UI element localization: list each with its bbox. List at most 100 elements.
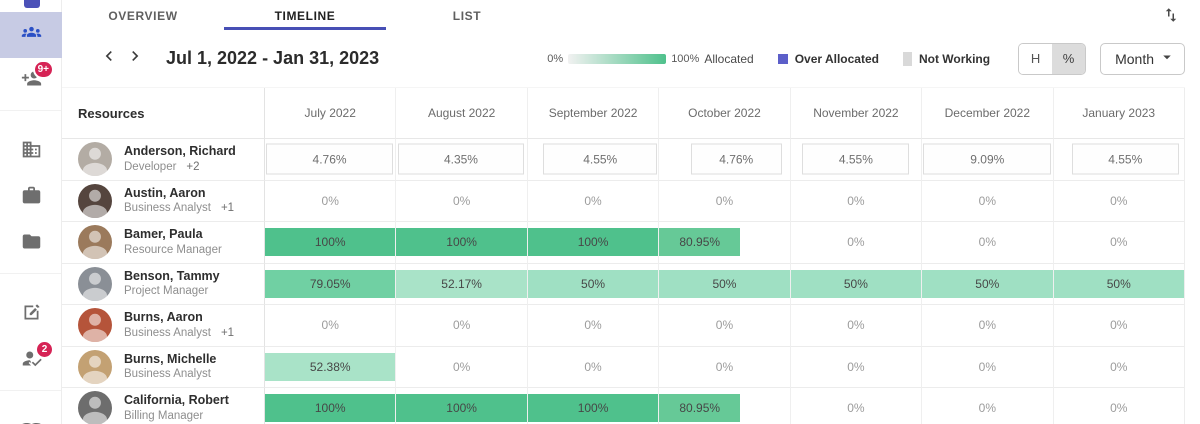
allocation-bar[interactable]: 100%: [396, 228, 527, 257]
timeline-cell[interactable]: 80.95%: [658, 222, 790, 264]
timeline-cell[interactable]: 4.55%: [526, 139, 659, 181]
allocation-bar[interactable]: 50%: [659, 269, 790, 298]
allocation-bar[interactable]: 52.38%: [265, 352, 396, 381]
allocation-bar[interactable]: 50%: [1053, 269, 1184, 298]
percent-toggle-option[interactable]: %: [1052, 43, 1086, 74]
timeline-cell[interactable]: 50%: [526, 263, 659, 305]
prev-period-button[interactable]: [96, 46, 122, 72]
timeline-cell[interactable]: 0%: [921, 180, 1053, 222]
timeline-cell[interactable]: 0%: [265, 181, 396, 222]
timeline-cell[interactable]: 0%: [1052, 180, 1184, 222]
timeline-cell[interactable]: 0%: [1052, 346, 1184, 388]
timeline-cell[interactable]: 0%: [789, 305, 922, 347]
timeline-cell[interactable]: 52.38%: [265, 347, 396, 388]
zoom-level-select[interactable]: Month: [1100, 42, 1185, 75]
timeline-cell[interactable]: 0%: [526, 346, 659, 388]
resource-cell[interactable]: Benson, Tammy Project Manager: [62, 263, 265, 305]
tab-overview[interactable]: OVERVIEW: [108, 9, 178, 23]
allocation-bar[interactable]: 100%: [527, 394, 659, 423]
allocation-bar[interactable]: 50%: [527, 269, 659, 298]
timeline-cell[interactable]: 79.05%: [265, 264, 396, 305]
resource-cell[interactable]: Bamer, Paula Resource Manager: [62, 222, 265, 264]
timeline-cell[interactable]: 100%: [265, 222, 396, 264]
allocation-bar[interactable]: 100%: [265, 228, 396, 257]
timeline-cell[interactable]: 4.76%: [265, 139, 396, 181]
sidebar-item-staffing[interactable]: 9+: [0, 58, 62, 104]
allocation-box[interactable]: 4.35%: [397, 143, 525, 175]
resource-cell[interactable]: Anderson, Richard Developer +2: [62, 139, 265, 181]
allocation-bar[interactable]: 50%: [790, 269, 922, 298]
timeline-cell[interactable]: 100%: [526, 388, 659, 424]
role-more-count[interactable]: +2: [186, 160, 200, 173]
allocation-bar[interactable]: 100%: [265, 394, 396, 423]
resource-cell[interactable]: Burns, Aaron Business Analyst +1: [62, 305, 265, 347]
timeline-cell[interactable]: 0%: [658, 180, 790, 222]
timeline-cell[interactable]: 100%: [395, 222, 527, 264]
timeline-cell[interactable]: 50%: [658, 263, 790, 305]
timeline-cell[interactable]: 0%: [921, 222, 1053, 264]
timeline-cell[interactable]: 0%: [789, 180, 922, 222]
timeline-cell[interactable]: 0%: [395, 346, 527, 388]
allocation-bar[interactable]: 80.95%: [659, 394, 741, 423]
allocation-box[interactable]: 4.76%: [690, 143, 782, 175]
timeline-cell[interactable]: 0%: [789, 346, 922, 388]
timeline-cell[interactable]: 4.55%: [1052, 139, 1184, 181]
timeline-cell[interactable]: 100%: [265, 388, 396, 424]
sidebar-item-approvals[interactable]: 2: [0, 338, 62, 384]
sidebar-item-resources[interactable]: [0, 12, 62, 58]
sidebar-item-directory[interactable]: [0, 409, 62, 424]
timeline-cell[interactable]: 9.09%: [921, 139, 1053, 181]
sidebar-item-company[interactable]: [0, 129, 62, 175]
timeline-cell[interactable]: 0%: [789, 388, 921, 424]
timeline-cell[interactable]: 100%: [395, 388, 527, 424]
timeline-cell[interactable]: 0%: [658, 346, 790, 388]
allocation-bar[interactable]: 100%: [396, 394, 527, 423]
timeline-cell[interactable]: 0%: [789, 222, 922, 264]
timeline-cell[interactable]: 0%: [1052, 222, 1184, 264]
allocation-box[interactable]: 4.76%: [266, 143, 393, 175]
sidebar-item-timesheets[interactable]: [0, 292, 62, 338]
sidebar-item-files[interactable]: [0, 221, 62, 267]
allocation-bar[interactable]: 79.05%: [265, 269, 396, 298]
resource-cell[interactable]: Burns, Michelle Business Analyst: [62, 346, 265, 388]
allocation-box[interactable]: 9.09%: [923, 143, 1052, 175]
timeline-cell[interactable]: 100%: [526, 222, 659, 264]
timeline-cell[interactable]: 0%: [921, 305, 1053, 347]
hours-toggle-option[interactable]: H: [1019, 43, 1053, 74]
role-more-count[interactable]: +1: [220, 202, 235, 215]
timeline-cell[interactable]: 50%: [789, 263, 922, 305]
timeline-cell[interactable]: 0%: [526, 180, 659, 222]
timeline-cell[interactable]: 0%: [1052, 388, 1184, 424]
timeline-cell[interactable]: 0%: [395, 305, 527, 347]
timeline-cell[interactable]: 52.17%: [395, 263, 527, 305]
timeline-cell[interactable]: 0%: [395, 180, 527, 222]
timeline-cell[interactable]: 4.35%: [395, 139, 527, 181]
timeline-cell[interactable]: 0%: [526, 305, 659, 347]
timeline-cell[interactable]: 0%: [265, 305, 396, 347]
allocation-box[interactable]: 4.55%: [802, 143, 910, 175]
allocation-bar[interactable]: 50%: [922, 269, 1053, 298]
resource-cell[interactable]: California, Robert Billing Manager: [62, 388, 265, 424]
resources-column-header[interactable]: Resources: [62, 88, 265, 139]
timeline-cell[interactable]: 0%: [1052, 305, 1184, 347]
sidebar-item-projects[interactable]: [0, 175, 62, 221]
timeline-cell[interactable]: 80.95%: [658, 388, 789, 424]
role-more-count[interactable]: +1: [220, 326, 235, 339]
timeline-cell[interactable]: 0%: [658, 305, 790, 347]
allocation-bar[interactable]: 80.95%: [659, 228, 741, 257]
sort-button[interactable]: [1162, 6, 1180, 29]
timeline-cell[interactable]: 50%: [1052, 263, 1184, 305]
allocation-box[interactable]: 4.55%: [1071, 143, 1179, 175]
timeline-cell[interactable]: 0%: [921, 346, 1053, 388]
timeline-cell[interactable]: 0%: [921, 388, 1052, 424]
timeline-cell[interactable]: 4.76%: [658, 139, 790, 181]
allocation-box[interactable]: 4.55%: [543, 143, 657, 175]
timeline-cell[interactable]: 50%: [921, 263, 1053, 305]
allocation-bar[interactable]: 52.17%: [396, 269, 527, 298]
timeline-cell[interactable]: 4.55%: [789, 139, 922, 181]
tab-timeline[interactable]: TIMELINE: [224, 0, 386, 30]
tab-list[interactable]: LIST: [452, 9, 482, 23]
resource-cell[interactable]: Austin, Aaron Business Analyst +1: [62, 180, 265, 222]
allocation-bar[interactable]: 100%: [527, 228, 659, 257]
next-period-button[interactable]: [122, 46, 148, 72]
